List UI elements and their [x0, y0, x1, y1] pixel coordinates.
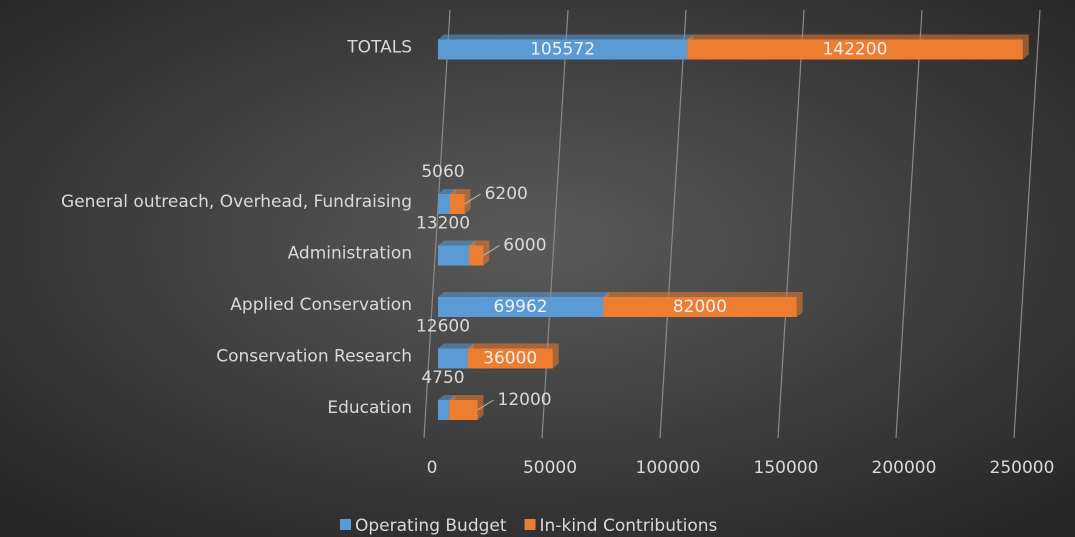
bar [438, 194, 450, 214]
data-label: 36000 [483, 349, 537, 369]
x-tick-label: 150000 [754, 458, 819, 478]
bar [603, 297, 797, 317]
bar [687, 39, 1023, 60]
x-tick-label: 100000 [636, 458, 701, 478]
legend-swatch [340, 519, 351, 530]
grid-line [1013, 9, 1041, 439]
x-tick-label: 0 [427, 458, 438, 478]
bar [449, 194, 465, 214]
data-label: 12000 [498, 390, 552, 410]
legend-label: Operating Budget [355, 516, 507, 536]
data-label: 6000 [503, 236, 546, 256]
data-label: 5060 [421, 162, 464, 182]
y-tick-label: Conservation Research [216, 347, 412, 367]
legend-swatch [524, 519, 536, 530]
grid-line [895, 9, 923, 439]
data-label: 105572 [530, 40, 595, 60]
bar [467, 348, 553, 369]
grid-line [659, 9, 687, 439]
data-label: 4750 [421, 368, 464, 388]
leader-line [464, 193, 481, 205]
data-label: 12600 [416, 317, 470, 337]
y-tick-label: Education [327, 398, 412, 418]
y-tick-label: Administration [288, 244, 412, 264]
bar [438, 348, 468, 369]
bar [469, 245, 484, 266]
y-tick-label: General outreach, Overhead, Fundraising [61, 192, 412, 212]
leader-line [483, 245, 500, 256]
leader-line [477, 399, 494, 411]
bar [438, 39, 688, 60]
x-tick-label: 200000 [872, 458, 937, 478]
bar [438, 297, 604, 317]
bar [449, 400, 478, 420]
bar [438, 400, 450, 420]
data-label: 6200 [485, 184, 528, 204]
grid-line [777, 9, 805, 439]
y-tick-label: Applied Conservation [230, 295, 412, 315]
bar [438, 245, 470, 266]
x-tick-label: 50000 [523, 458, 577, 478]
data-label: 142200 [822, 40, 887, 60]
grid-line [423, 9, 451, 439]
data-label: 13200 [416, 214, 470, 234]
data-label: 69962 [494, 297, 548, 317]
y-tick-label: TOTALS [346, 38, 412, 58]
x-tick-label: 250000 [990, 458, 1055, 478]
data-label: 82000 [673, 297, 727, 317]
legend-label: In-kind Contributions [540, 516, 718, 536]
